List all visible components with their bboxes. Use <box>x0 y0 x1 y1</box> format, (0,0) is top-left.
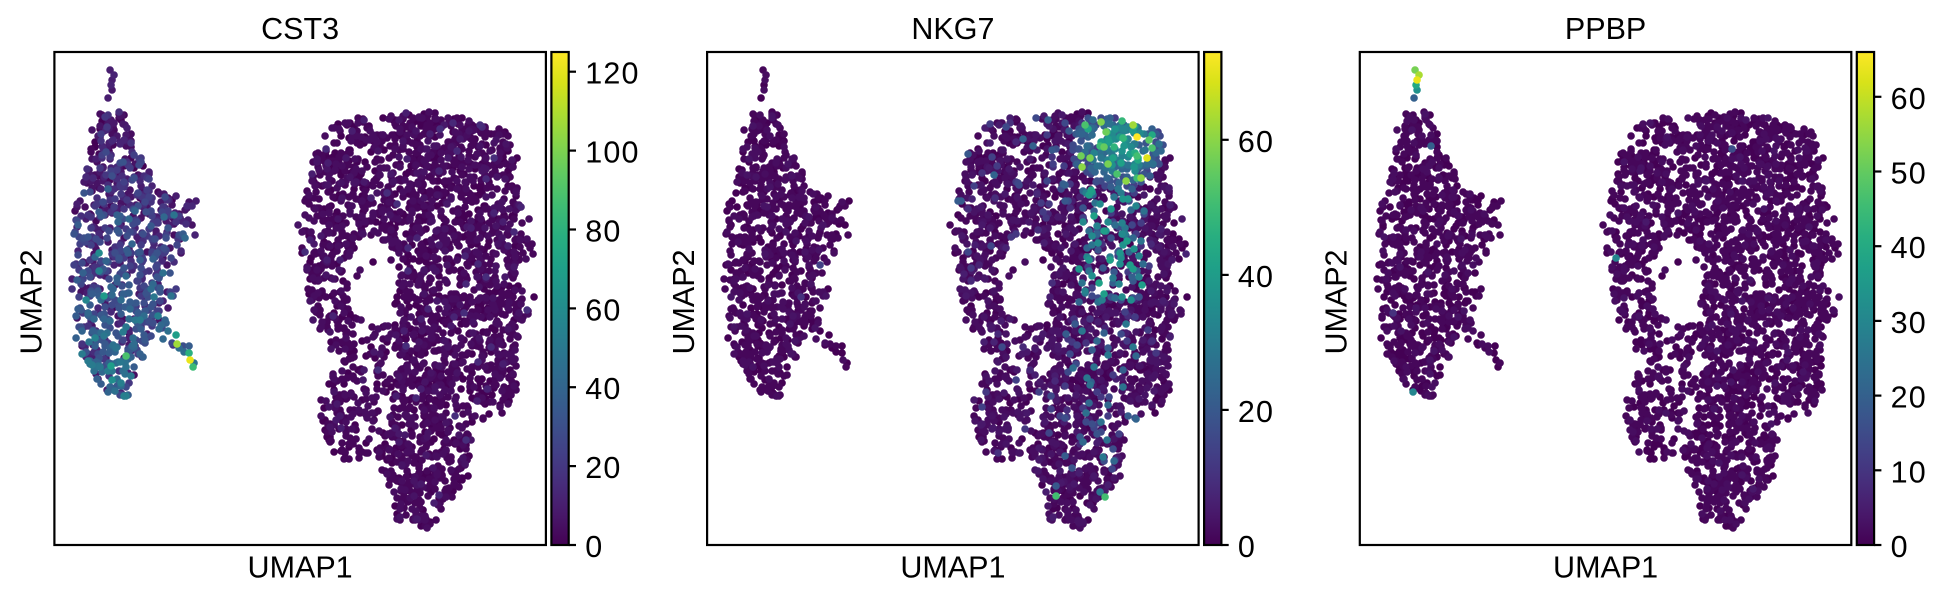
svg-text:0: 0 <box>1238 530 1256 564</box>
svg-text:0: 0 <box>1891 530 1909 564</box>
svg-text:NKG7: NKG7 <box>911 12 994 46</box>
svg-text:30: 30 <box>1891 306 1927 340</box>
svg-text:20: 20 <box>585 451 621 485</box>
svg-text:40: 40 <box>585 372 621 406</box>
svg-text:CST3: CST3 <box>261 12 339 46</box>
svg-text:10: 10 <box>1891 455 1927 489</box>
svg-text:UMAP1: UMAP1 <box>1553 550 1658 584</box>
svg-text:80: 80 <box>585 215 621 249</box>
svg-text:60: 60 <box>585 293 621 327</box>
svg-text:100: 100 <box>585 136 640 170</box>
svg-text:40: 40 <box>1891 231 1927 265</box>
svg-text:40: 40 <box>1238 260 1274 294</box>
svg-text:UMAP2: UMAP2 <box>1320 249 1354 354</box>
svg-text:PPBP: PPBP <box>1565 12 1646 46</box>
svg-text:50: 50 <box>1891 157 1927 191</box>
svg-text:0: 0 <box>585 530 603 564</box>
svg-text:UMAP1: UMAP1 <box>900 550 1005 584</box>
svg-text:UMAP2: UMAP2 <box>14 249 48 354</box>
svg-text:UMAP2: UMAP2 <box>667 249 701 354</box>
svg-text:60: 60 <box>1238 125 1274 159</box>
svg-text:20: 20 <box>1238 395 1274 429</box>
svg-text:60: 60 <box>1891 82 1927 116</box>
svg-text:20: 20 <box>1891 381 1927 415</box>
svg-text:120: 120 <box>585 57 640 91</box>
svg-text:UMAP1: UMAP1 <box>248 550 353 584</box>
